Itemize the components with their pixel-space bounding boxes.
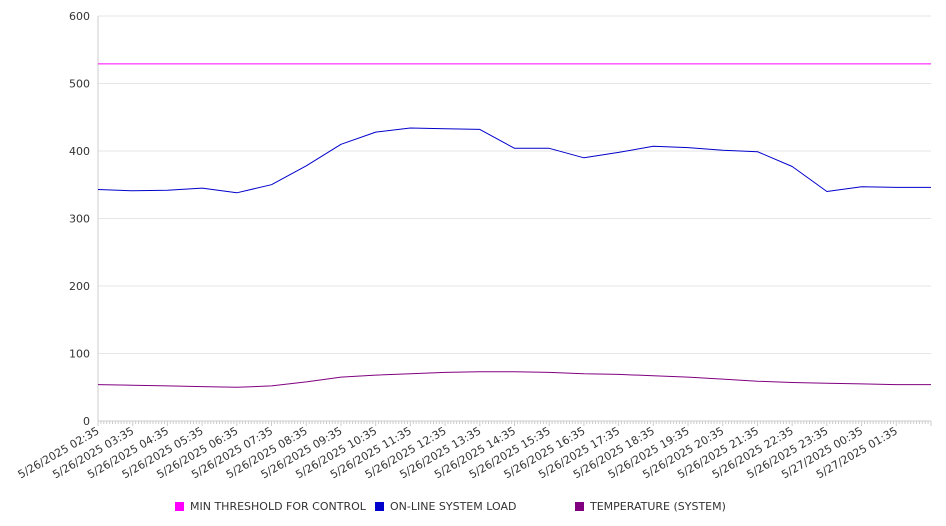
series-line-system-load bbox=[97, 127, 931, 194]
series-lines bbox=[97, 63, 931, 388]
y-tick-label: 300 bbox=[69, 213, 90, 226]
y-tick-label: 500 bbox=[69, 78, 90, 91]
axes bbox=[97, 16, 932, 426]
y-tick-label: 400 bbox=[69, 145, 90, 158]
legend-label-temperature: TEMPERATURE (SYSTEM) bbox=[590, 499, 726, 513]
y-tick-label: 600 bbox=[69, 10, 90, 23]
legend-label-min-threshold: MIN THRESHOLD FOR CONTROL bbox=[190, 499, 366, 513]
grid-lines bbox=[98, 15, 931, 354]
y-tick-label: 200 bbox=[69, 280, 90, 293]
y-tick-label: 0 bbox=[83, 415, 90, 428]
legend-swatch-system-load bbox=[375, 501, 384, 511]
series-line-temperature bbox=[97, 371, 931, 388]
legend-label-system-load: ON-LINE SYSTEM LOAD bbox=[390, 499, 517, 513]
legend-item-system-load[interactable]: ON-LINE SYSTEM LOAD bbox=[375, 499, 516, 513]
legend-swatch-temperature bbox=[575, 501, 584, 511]
legend-item-temperature[interactable]: TEMPERATURE (SYSTEM) bbox=[575, 499, 726, 513]
x-axis-ticks: 5/26/2025 02:355/26/2025 03:355/26/2025 … bbox=[16, 424, 900, 481]
legend-item-min-threshold[interactable]: MIN THRESHOLD FOR CONTROL bbox=[175, 499, 366, 513]
y-axis-ticks: 0 100 200 300 400 500 600 bbox=[69, 10, 90, 428]
legend-swatch-min-threshold bbox=[175, 501, 184, 511]
y-tick-label: 100 bbox=[69, 348, 90, 361]
